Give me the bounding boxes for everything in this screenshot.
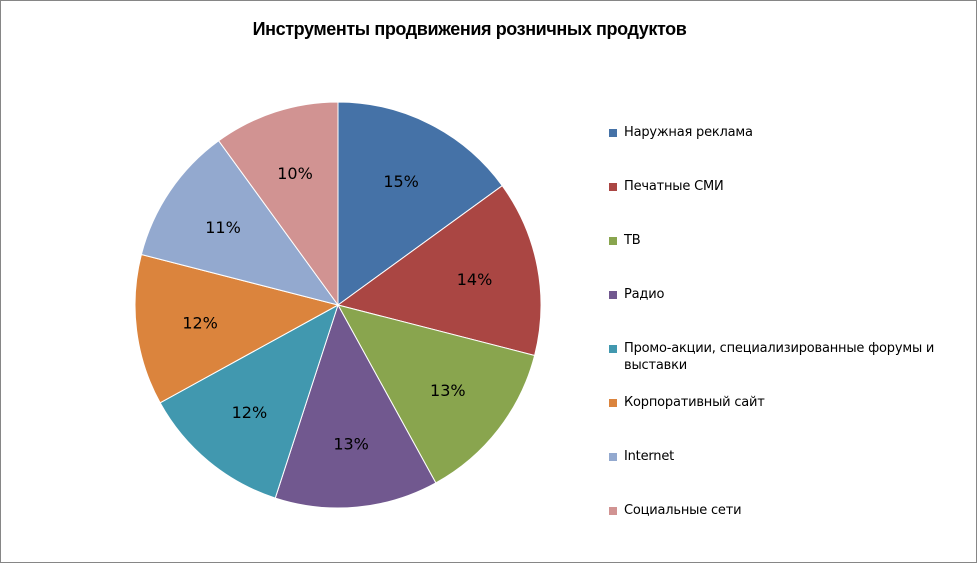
legend-swatch [609, 183, 617, 191]
legend-swatch [609, 507, 617, 515]
pie-slice-1 [337, 101, 503, 306]
legend-swatch [609, 291, 617, 299]
slice-data-label: 12% [232, 403, 268, 422]
slice-data-label: 13% [430, 381, 466, 400]
pie-slice-6 [134, 253, 340, 404]
slice-data-label: 10% [277, 164, 313, 183]
legend-swatch [609, 453, 617, 461]
legend-label: Социальные сети [624, 503, 742, 518]
legend-label: Internet [624, 449, 675, 464]
chart-title: Инструменты продвижения розничных продук… [252, 19, 687, 39]
pie-slice-8 [217, 101, 339, 307]
pie-slice-7 [140, 140, 340, 306]
pie-slice-3 [337, 304, 536, 484]
legend-label: Промо-акции, специализированные форумы и… [624, 341, 935, 373]
slice-data-label: 11% [205, 218, 241, 237]
legend-swatch [609, 129, 617, 137]
legend-label: Печатные СМИ [624, 179, 724, 194]
slice-data-label: 15% [383, 172, 419, 191]
slice-data-label: 13% [333, 434, 369, 453]
pie-slice-5 [159, 303, 339, 499]
legend-swatch [609, 237, 617, 245]
legend-swatch [609, 399, 617, 407]
legend-swatch [609, 345, 617, 353]
slice-data-label: 12% [182, 313, 218, 332]
pie-slice-4 [274, 303, 437, 509]
pie-slice-2 [336, 184, 542, 357]
legend-label: Корпоративный сайт [624, 395, 765, 410]
legend-label: Наружная реклама [624, 125, 753, 140]
legend-label: Радио [624, 287, 665, 302]
slice-data-label: 14% [457, 270, 493, 289]
legend-label: ТВ [624, 233, 641, 248]
